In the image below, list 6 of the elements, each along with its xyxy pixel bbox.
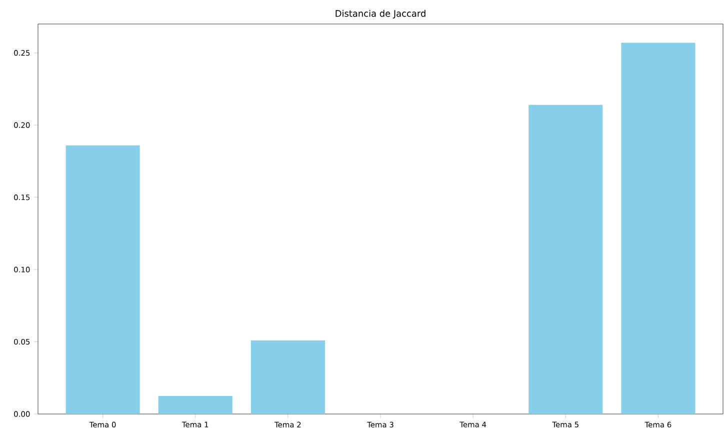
- bar: [621, 42, 696, 414]
- bar: [528, 104, 603, 414]
- chart-title: Distancia de Jaccard: [336, 10, 426, 18]
- bar: [250, 340, 325, 414]
- bar: [158, 396, 232, 414]
- bar: [66, 145, 140, 414]
